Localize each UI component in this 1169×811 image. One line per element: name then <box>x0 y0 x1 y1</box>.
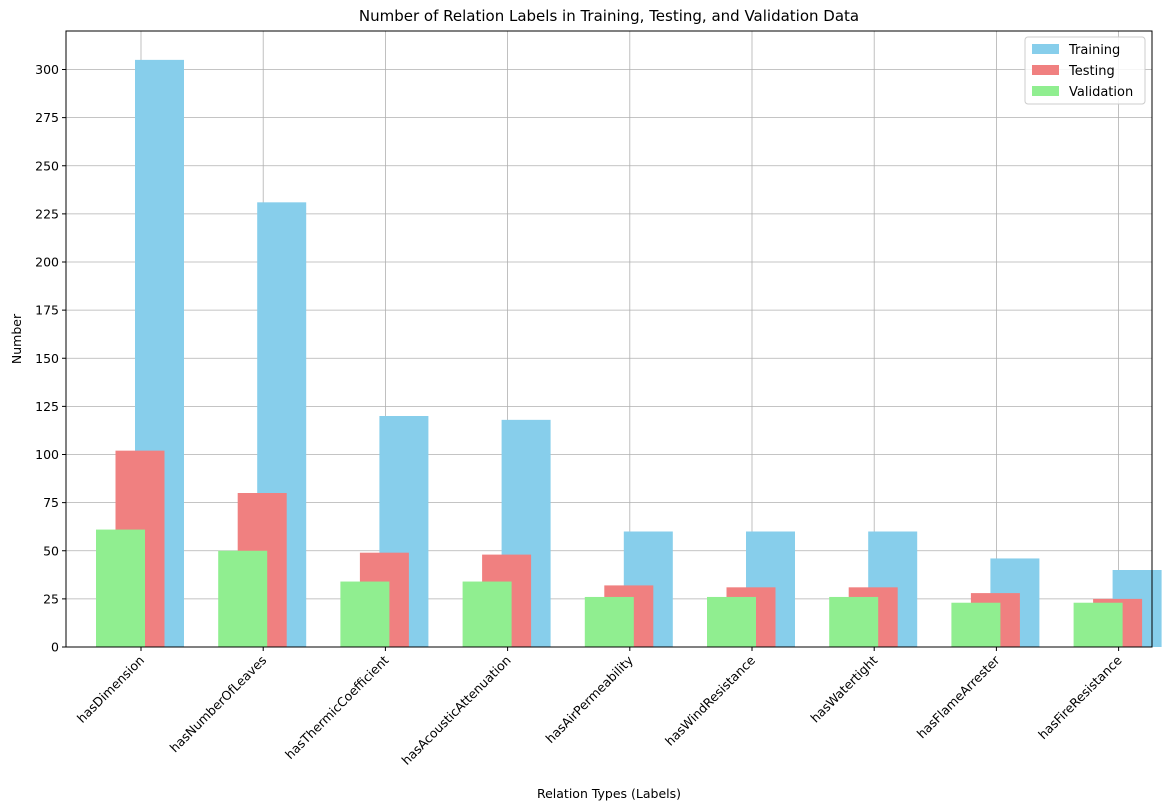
y-tick-label: 225 <box>35 206 59 221</box>
y-tick-label: 300 <box>35 62 59 77</box>
bar-validation-hasAirPermeability <box>584 596 634 647</box>
y-tick-label: 175 <box>35 303 59 318</box>
bar-validation-hasThermicCoefficient <box>340 581 390 647</box>
legend-swatch-testing <box>1032 65 1059 75</box>
legend: Training Testing Validation <box>1024 36 1146 105</box>
y-tick-label: 200 <box>35 255 59 270</box>
y-tick-label: 0 <box>51 640 59 655</box>
legend-label-validation: Validation <box>1069 85 1133 100</box>
bar-validation-hasFireResistance <box>1073 602 1123 647</box>
x-tick-label: hasAirPermeability <box>542 652 636 746</box>
y-tick-label: 50 <box>43 543 59 558</box>
y-axis-label: Number <box>9 313 24 364</box>
bar-validation-hasFlameArrester <box>951 602 1001 647</box>
bar-validation-hasDimension <box>96 529 145 647</box>
x-axis-label: Relation Types (Labels) <box>537 786 681 801</box>
legend-label-training: Training <box>1068 43 1120 58</box>
x-tick-label: hasAcousticAttenuation <box>399 653 514 768</box>
legend-label-testing: Testing <box>1068 64 1115 79</box>
y-tick-label: 250 <box>35 158 59 173</box>
bar-validation-hasNumberOfLeaves <box>218 550 268 647</box>
x-tick-label: hasWatertight <box>807 652 880 725</box>
bar-validation-hasWatertight <box>829 596 879 647</box>
y-tick-label: 75 <box>43 495 59 510</box>
x-tick-label: hasNumberOfLeaves <box>167 653 270 756</box>
x-tick-label: hasFlameArrester <box>914 652 1003 741</box>
bar-validation-hasWindResistance <box>707 596 756 647</box>
legend-swatch-validation <box>1032 86 1059 96</box>
y-tick-label: 150 <box>35 351 59 366</box>
y-tick-label: 100 <box>35 447 59 462</box>
x-tick-label: hasDimension <box>74 653 147 726</box>
plot-frame <box>65 30 1153 648</box>
bar-validation-hasAcousticAttenuation <box>462 581 512 647</box>
y-tick-label: 125 <box>35 399 59 414</box>
y-tick-label: 25 <box>43 591 59 606</box>
bars-layer <box>96 59 1162 647</box>
y-tick-label: 275 <box>35 110 59 125</box>
x-tick-label: hasFireResistance <box>1035 652 1125 742</box>
chart-title: Number of Relation Labels in Training, T… <box>359 7 859 25</box>
x-tick-label: hasThermicCoefficient <box>282 652 392 762</box>
legend-swatch-training <box>1032 44 1059 54</box>
x-tick-label: hasWindResistance <box>662 652 758 748</box>
ticks-layer: 0 25 50 75 100 125 150 175 200 225 250 275 300 hasDim… <box>35 62 1125 768</box>
